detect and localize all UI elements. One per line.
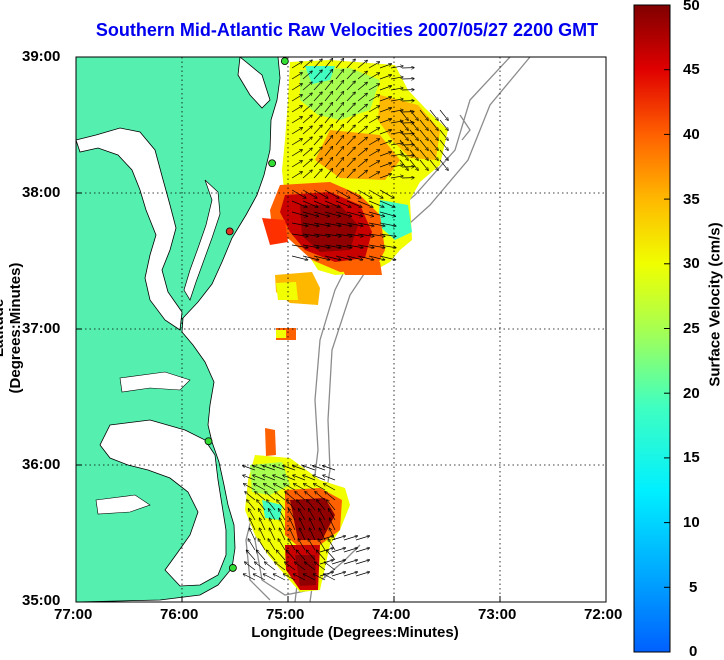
- y-tick-label: 36:00: [22, 456, 60, 473]
- x-tick-label: 77:00: [54, 606, 92, 623]
- colorbar-tick-label: 0: [689, 643, 697, 660]
- colorbar-tick-label: 15: [683, 449, 700, 466]
- colorbar-tick-label: 45: [683, 61, 700, 78]
- y-tick-label: 39:00: [22, 48, 60, 65]
- radar-site-marker: [269, 160, 276, 167]
- radar-site-marker: [226, 228, 233, 235]
- colorbar-tick-label: 20: [683, 385, 700, 402]
- x-tick-label: 74:00: [372, 606, 410, 623]
- colorbar-tick-label: 35: [683, 191, 700, 208]
- x-tick-label: 76:00: [160, 606, 198, 623]
- y-tick-label: 38:00: [22, 184, 60, 201]
- x-axis-label: Longitude (Degrees:Minutes): [185, 624, 525, 641]
- x-tick-label: 72:00: [584, 606, 622, 623]
- colorbar-label: Surface Velocity (cm/s): [707, 210, 724, 400]
- radar-site-marker: [229, 564, 236, 571]
- colorbar-tick-label: 5: [689, 579, 697, 596]
- y-tick-label: 37:00: [22, 320, 60, 337]
- colorbar-tick-label: 25: [683, 320, 700, 337]
- colorbar-tick-label: 30: [683, 255, 700, 272]
- x-tick-label: 75:00: [266, 606, 304, 623]
- x-tick-label: 73:00: [478, 606, 516, 623]
- colorbar-tick-label: 40: [683, 126, 700, 143]
- radar-site-marker: [281, 58, 288, 65]
- colorbar-tick-label: 50: [683, 0, 700, 14]
- y-axis-label: Latitude (Degrees:Minutes): [0, 233, 24, 423]
- colorbar-tick-label: 10: [683, 514, 700, 531]
- radar-site-marker: [205, 438, 212, 445]
